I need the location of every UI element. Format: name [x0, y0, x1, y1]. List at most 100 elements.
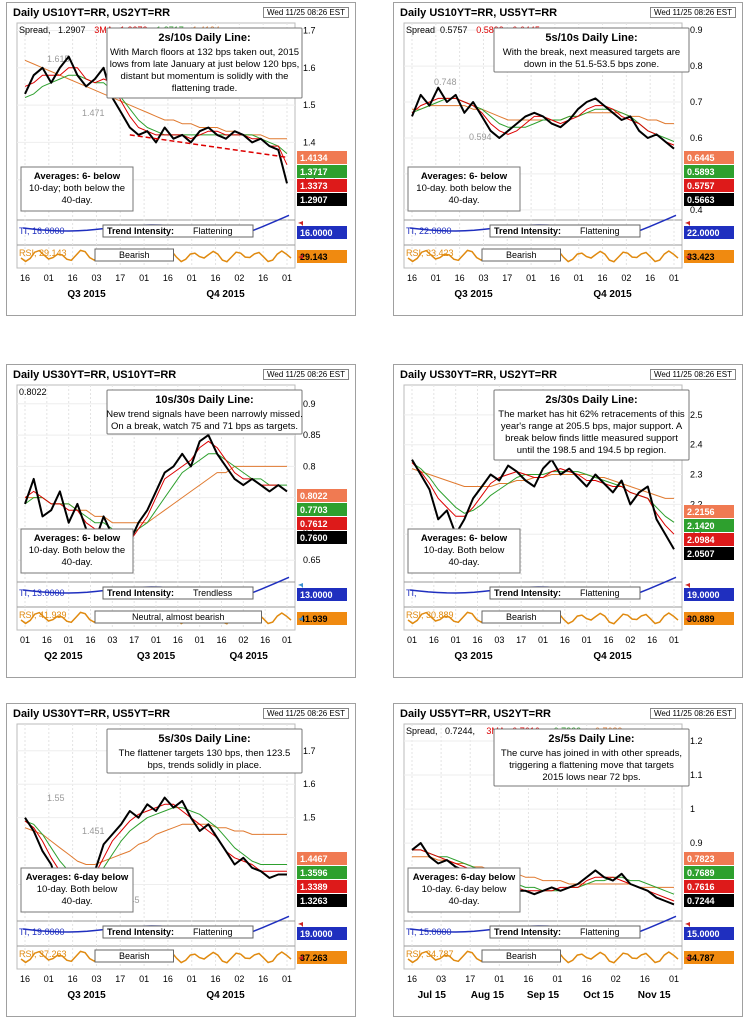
x-tick-label: 01 — [44, 273, 54, 283]
ti-tag-box — [684, 588, 734, 601]
value-tag: 0.6445 — [687, 153, 715, 163]
chart-svg: 16 03 17 01 16 01 16 02 16 01 Jul 15 Aug 15 Sep 15 Oc… — [403, 723, 734, 1001]
chart-title: Daily US10YT=RR, US5YT=RR — [400, 7, 558, 19]
note-box — [493, 27, 690, 73]
period-label: Jul 15 — [418, 990, 447, 1001]
rsi-tag: 33.423 — [687, 252, 715, 262]
rsi-state: Bearish — [506, 612, 537, 622]
x-tick-label: 17 — [115, 273, 125, 283]
legend-label: Spread, — [406, 726, 438, 736]
averages-line: 10-day. 6-day below — [422, 884, 507, 895]
x-tick-label: 01 — [282, 974, 292, 984]
ti-state-box — [102, 586, 254, 600]
x-tick-label: 16 — [647, 635, 657, 645]
reference-label: 1.615 — [47, 54, 70, 64]
rsi-label: RSI, 30.889 — [406, 610, 454, 620]
x-tick-label: 16 — [407, 273, 417, 283]
ti-tag: 13.0000 — [300, 590, 333, 600]
x-tick-label: 02 — [611, 974, 621, 984]
x-tick-label: 01 — [669, 974, 679, 984]
x-tick-label: 16 — [429, 635, 439, 645]
chart-title: Daily US10YT=RR, US2YT=RR — [13, 7, 171, 19]
value-tag-box — [684, 533, 734, 546]
value-tag-box — [297, 503, 347, 516]
x-tick-label: 01 — [669, 635, 679, 645]
averages-box — [407, 867, 521, 913]
series-line-ma10 — [24, 453, 287, 536]
rsi-tag-box — [297, 612, 347, 625]
averages-line: Averages: 6- below — [34, 171, 121, 182]
ti-text: Trend Intensity: — [494, 226, 561, 236]
y-tick-label: 2.4 — [690, 440, 703, 450]
x-tick-label: 02 — [234, 273, 244, 283]
averages-line: 10-day. both below the — [416, 183, 511, 194]
value-tag: 0.5757 — [687, 181, 715, 191]
rsi-tag-box — [684, 250, 734, 263]
rsi-label: RSI, 41.939 — [19, 610, 67, 620]
value-tag-box — [684, 519, 734, 532]
rsi-tag: 41.939 — [300, 614, 328, 624]
value-tag-box — [297, 151, 347, 164]
x-tick-label: 03 — [107, 635, 117, 645]
rsi-arrow-icon — [291, 248, 303, 259]
note-body-line: until the 198.5 and 194.5 bp region. — [517, 445, 666, 456]
rsi-label: RSI, 33.423 — [406, 248, 454, 258]
x-tick-label: 02 — [238, 635, 248, 645]
x-tick-label: 16 — [42, 635, 52, 645]
note-body-line: year's range at 205.5 bps, major support… — [501, 421, 683, 432]
averages-line: 40-day. — [62, 557, 93, 568]
averages-line: 40-day. — [62, 195, 93, 206]
series-line-ma40 — [412, 105, 674, 125]
x-tick-label: 16 — [582, 974, 592, 984]
chart-date: Wed 11/25 08:26 EST — [263, 7, 349, 18]
ti-arrow-icon — [678, 583, 690, 596]
period-label: Oct 15 — [583, 990, 614, 1001]
chart-svg: 16 01 16 03 17 01 16 01 16 02 16 01 Q3 2015 Q4 2015 0.… — [403, 22, 734, 300]
averages-line: 40-day. — [449, 896, 480, 907]
averages-line: 40-day. — [62, 896, 93, 907]
rsi-tag-box — [684, 951, 734, 964]
ti-text: Trend Intensity: — [494, 927, 561, 937]
x-tick-label: 16 — [163, 273, 173, 283]
ti-text: Trend Intensity: — [107, 226, 174, 236]
x-tick-label: 01 — [282, 635, 292, 645]
rsi-state: Bearish — [119, 951, 150, 961]
y-tick-label: 1.6 — [303, 63, 316, 73]
ti-tag: 22.0000 — [687, 228, 720, 238]
x-tick-label: 01 — [20, 635, 30, 645]
rsi-tag-box — [297, 951, 347, 964]
value-tag: 1.3596 — [300, 868, 328, 878]
x-tick-label: 16 — [85, 635, 95, 645]
ti-arrow-icon — [291, 583, 303, 596]
x-tick-label: 16 — [550, 273, 560, 283]
x-tick-label: 16 — [455, 273, 465, 283]
rsi-label: RSI, 29.143 — [19, 248, 67, 258]
legend-label: Spread — [406, 25, 435, 35]
averages-box — [407, 528, 521, 574]
value-tag-box — [297, 880, 347, 893]
period-label: Q3 2015 — [137, 651, 176, 662]
ti-state: Flattening — [193, 226, 233, 236]
ti-label: TI, 13.0000 — [19, 588, 65, 598]
legend-value: 1.2907 — [58, 25, 86, 35]
note-body-line: On a break, watch 75 and 71 bps as targe… — [111, 421, 298, 432]
rsi-tag: 37.263 — [300, 953, 328, 963]
note-box — [493, 389, 690, 461]
ti-arrow-icon — [678, 922, 690, 935]
chart-panel-5s10s: Daily US10YT=RR, US5YT=RR Wed 11/25 08:2… — [393, 2, 743, 316]
plot-frame — [403, 22, 683, 269]
value-tag: 1.3263 — [300, 896, 328, 906]
ti-text: Trend Intensity: — [494, 588, 561, 598]
value-tag: 0.7600 — [300, 533, 328, 543]
x-tick-label: 17 — [465, 974, 475, 984]
ti-arrow-icon — [291, 221, 303, 234]
ti-state: Flattening — [193, 927, 233, 937]
y-tick-label: 1.6 — [303, 779, 316, 789]
value-tag: 0.7703 — [300, 505, 328, 515]
note-body-line: The flattener targets 130 bps, then 123.… — [119, 748, 291, 759]
period-label: Nov 15 — [638, 990, 671, 1001]
ti-state-box — [102, 224, 254, 238]
x-tick-label: 16 — [407, 974, 417, 984]
legend-value: 0.5893 — [476, 25, 504, 35]
y-tick-label: 0.9 — [690, 838, 703, 848]
